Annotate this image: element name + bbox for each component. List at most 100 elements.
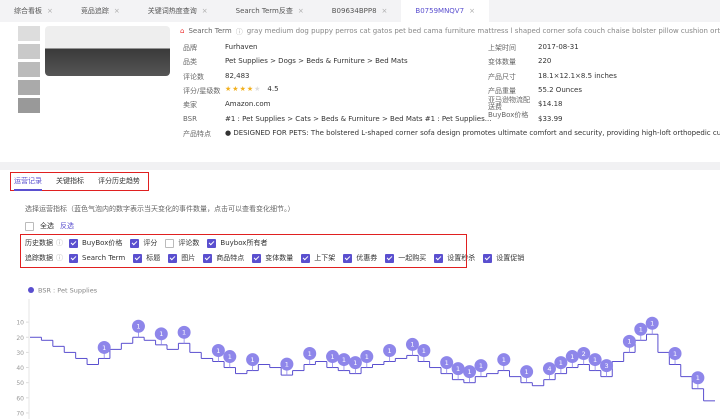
event-bubble	[440, 356, 454, 370]
event-count: 1	[365, 353, 369, 361]
star: ★	[246, 84, 254, 93]
checkbox[interactable]	[207, 238, 217, 248]
invert[interactable]: 反选	[60, 222, 74, 230]
event-bubble	[223, 350, 237, 364]
close-icon[interactable]: ×	[381, 7, 388, 15]
field-value: ● DESIGNED FOR PETS: The bolstered L-sha…	[225, 128, 720, 137]
subtab[interactable]: 评分历史趋势	[98, 177, 140, 185]
field-value: Furhaven	[225, 43, 258, 51]
indicator-title: 选择运营指标（蓝色气泡内的数字表示当天变化的事件数量，点击可以查看变化细节。）	[25, 205, 295, 213]
option-label: 标题	[146, 254, 161, 262]
star: ★	[232, 84, 239, 93]
select-all[interactable]: 全选	[40, 222, 54, 230]
checkbox[interactable]	[203, 253, 213, 263]
option-label: Search Term	[82, 254, 126, 262]
option-label: 变体数量	[265, 254, 294, 262]
subtab[interactable]: 关键指标	[56, 177, 84, 185]
event-bubble	[337, 353, 351, 367]
close-icon[interactable]: ×	[297, 7, 304, 15]
subtab[interactable]: 运营记录	[14, 177, 42, 185]
event-bubble	[520, 365, 534, 379]
info-icon: ⓘ	[235, 28, 243, 36]
event-bubble	[474, 359, 488, 373]
event-count: 1	[159, 330, 163, 338]
checkbox[interactable]	[165, 238, 175, 248]
option[interactable]: Buybox所有者	[207, 238, 267, 248]
option[interactable]: 变体数量	[252, 253, 293, 263]
event-count: 1	[479, 362, 483, 370]
close-icon[interactable]: ×	[201, 7, 208, 15]
group-label: 历史数据	[25, 239, 53, 247]
event-bubble	[326, 350, 340, 364]
option[interactable]: 设置促销	[483, 253, 524, 263]
field-label: 产品重量	[488, 86, 516, 95]
field-label: 变体数量	[488, 58, 516, 67]
tab-label: 竞品追踪	[80, 7, 109, 15]
y-tick-label: 60	[16, 395, 24, 402]
tab[interactable]: Search Term反查 ×	[222, 0, 318, 22]
option-label: 图片	[181, 254, 196, 262]
highlight-box	[20, 234, 467, 268]
field-value: 18.1×12.1×8.5 inches	[538, 71, 617, 80]
tab[interactable]: B09634BPP8 ×	[318, 0, 402, 22]
checkbox[interactable]	[252, 253, 262, 263]
option[interactable]: 评论数	[165, 238, 199, 248]
checkbox[interactable]	[385, 253, 395, 263]
event-count: 1	[251, 356, 255, 364]
option[interactable]: 设置秒杀	[434, 253, 475, 263]
tab[interactable]: 关键词热度查询 ×	[134, 0, 222, 22]
field-label: 品类	[183, 58, 197, 67]
event-bubble	[280, 357, 294, 371]
event-bubble	[383, 343, 397, 357]
checkbox[interactable]	[69, 253, 78, 263]
tab[interactable]: 综合看板 ×	[0, 0, 67, 22]
tab-bar: 综合看板 × 竞品追踪 × 关键词热度查询 × Search Term反查 × B09634BP…	[0, 0, 720, 22]
close-icon[interactable]: ×	[113, 7, 120, 15]
info-icon: ⓘ	[56, 254, 63, 262]
tab[interactable]: 竞品追踪 ×	[67, 0, 134, 22]
indicator-row: 追踪数据 ⓘ Search Term 标题 图片 商品特点 变体数量 上下架 优惠券 一起购买 设置…	[25, 253, 532, 263]
checkbox[interactable]	[25, 221, 34, 231]
checkbox[interactable]	[343, 253, 353, 263]
tab[interactable]: B0759MNQV7 ×	[401, 0, 489, 22]
event-count: 1	[467, 368, 471, 376]
option[interactable]: 上下架	[301, 253, 335, 263]
checkbox[interactable]	[434, 253, 444, 263]
option-label: 设置秒杀	[447, 254, 476, 262]
close-icon[interactable]: ×	[47, 7, 53, 15]
option[interactable]: 评分	[130, 238, 157, 248]
event-count: 1	[410, 341, 414, 349]
event-count: 1	[422, 347, 426, 355]
event-count: 3	[604, 362, 608, 370]
checkbox[interactable]	[168, 253, 178, 263]
rating: ★ ★ ★ ★ ★ 4.5	[225, 85, 279, 93]
checkbox[interactable]	[130, 238, 140, 248]
option[interactable]: 优惠券	[343, 253, 377, 263]
checkbox[interactable]	[301, 253, 311, 263]
checkbox[interactable]	[69, 238, 78, 248]
option[interactable]: BuyBox价格	[69, 238, 122, 248]
field-label: 上架时间	[488, 44, 516, 52]
event-count: 1	[673, 350, 677, 358]
option[interactable]: 图片	[168, 253, 195, 263]
search-term-line: ⌂ Search Term ⓘ gray medium dog puppy pe…	[180, 27, 720, 37]
field-value: Amazon.com	[225, 100, 271, 109]
checkbox[interactable]	[483, 253, 493, 263]
field-value: 220	[538, 57, 552, 66]
option-label: 设置促销	[496, 254, 525, 262]
option[interactable]: 一起购买	[385, 253, 426, 263]
close-icon[interactable]: ×	[469, 7, 475, 15]
option[interactable]: 标题	[133, 253, 160, 263]
field-label: 产品特点	[183, 129, 211, 138]
search-term: gray medium dog puppy perros cat gatos p…	[246, 27, 720, 35]
checkbox[interactable]	[133, 253, 143, 263]
event-count: 1	[650, 320, 654, 328]
event-bubble	[360, 350, 374, 364]
field-label: 亚马逊物流配送费	[488, 96, 530, 112]
field-label: BSR	[183, 114, 197, 123]
option[interactable]: Search Term	[69, 253, 126, 263]
event-count: 1	[593, 356, 597, 364]
field-label: 评论数	[183, 72, 204, 81]
field-value: 2017-08-31	[538, 43, 579, 51]
option[interactable]: 商品特点	[203, 253, 244, 263]
